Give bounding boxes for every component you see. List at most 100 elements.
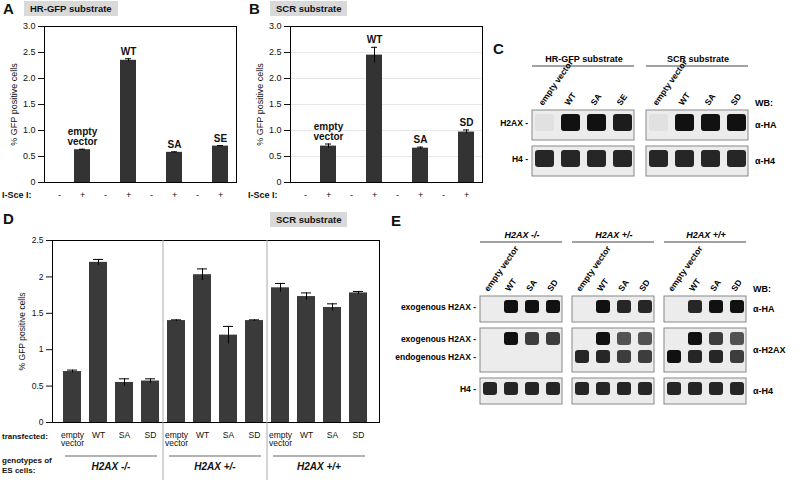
svg-text:+: + [464, 190, 469, 200]
svg-text:empty vector: empty vector [482, 244, 521, 294]
svg-text:WT: WT [121, 46, 137, 57]
svg-text:-: - [196, 190, 199, 200]
svg-text:emptyvector: emptyvector [313, 121, 343, 142]
svg-text:3.0: 3.0 [23, 21, 36, 31]
svg-text:2.0: 2.0 [269, 73, 282, 83]
svg-text:WT: WT [676, 90, 692, 107]
svg-text:+: + [80, 190, 85, 200]
svg-text:WB:: WB: [755, 98, 773, 108]
svg-text:WT: WT [92, 430, 105, 440]
svg-text:-: - [442, 190, 445, 200]
svg-text:SD: SD [460, 117, 474, 128]
svg-text:1.5: 1.5 [32, 308, 44, 318]
svg-text:SD: SD [545, 278, 560, 293]
svg-text:SCR substrate: SCR substrate [667, 54, 729, 64]
svg-text:endogenous H2AX -: endogenous H2AX - [395, 352, 476, 362]
svg-text:-: - [304, 190, 307, 200]
svg-text:1.0: 1.0 [23, 125, 36, 135]
svg-text:0: 0 [30, 177, 35, 187]
svg-text:H2AX -/-: H2AX -/- [92, 461, 132, 472]
svg-text:SA: SA [119, 430, 131, 440]
svg-text:α-H4: α-H4 [753, 386, 773, 396]
svg-text:+: + [172, 190, 177, 200]
svg-text:H2AX +/-: H2AX +/- [595, 230, 632, 240]
svg-text:1.5: 1.5 [269, 99, 282, 109]
svg-text:SD: SD [145, 430, 157, 440]
svg-text:WT: WT [595, 276, 611, 293]
svg-text:2.5: 2.5 [269, 47, 282, 57]
svg-text:2.5: 2.5 [23, 47, 36, 57]
svg-text:α-H2AX: α-H2AX [753, 345, 786, 355]
svg-text:H2AX -/-: H2AX -/- [504, 230, 539, 240]
svg-text:+: + [372, 190, 377, 200]
svg-text:0.5: 0.5 [32, 381, 44, 391]
svg-text:WT: WT [503, 276, 519, 293]
svg-text:empty vector: empty vector [650, 58, 689, 108]
svg-text:empty vector: empty vector [536, 58, 575, 108]
svg-text:-: - [350, 190, 353, 200]
svg-text:WT: WT [300, 430, 313, 440]
svg-text:% GFP positive cells: % GFP positive cells [9, 63, 19, 146]
svg-text:1: 1 [39, 344, 44, 354]
svg-text:H2AX +/+: H2AX +/+ [297, 461, 341, 472]
svg-text:SD: SD [249, 430, 261, 440]
svg-text:0: 0 [276, 177, 281, 187]
svg-text:emptyvector: emptyvector [165, 430, 189, 449]
svg-text:α-HA: α-HA [755, 120, 777, 130]
svg-text:α-H4: α-H4 [755, 156, 775, 166]
svg-text:+: + [418, 190, 423, 200]
svg-text:2.0: 2.0 [23, 73, 36, 83]
svg-text:H2AX +/+: H2AX +/+ [686, 230, 726, 240]
svg-text:WT: WT [367, 34, 383, 45]
svg-text:WT: WT [562, 90, 578, 107]
svg-text:HR-GFP substrate: HR-GFP substrate [545, 54, 622, 64]
svg-text:emptyvector: emptyvector [269, 430, 293, 449]
svg-text:0.5: 0.5 [269, 151, 282, 161]
svg-text:SA: SA [168, 139, 182, 150]
svg-text:SE: SE [614, 92, 629, 107]
svg-text:-: - [58, 190, 61, 200]
svg-text:SE: SE [214, 133, 228, 144]
svg-text:2.5: 2.5 [32, 235, 44, 245]
svg-text:H2AX +/-: H2AX +/- [194, 461, 236, 472]
svg-text:H4 -: H4 - [512, 154, 528, 164]
svg-text:SA: SA [414, 134, 428, 145]
svg-text:α-HA: α-HA [753, 304, 775, 314]
svg-text:1.0: 1.0 [269, 125, 282, 135]
svg-text:SD: SD [728, 92, 743, 107]
svg-text:emptyvector: emptyvector [61, 430, 85, 449]
svg-text:SD: SD [637, 278, 652, 293]
svg-text:-: - [396, 190, 399, 200]
svg-text:+: + [326, 190, 331, 200]
svg-text:SA: SA [223, 430, 235, 440]
svg-text:3.0: 3.0 [269, 21, 282, 31]
svg-text:+: + [218, 190, 223, 200]
svg-text:empty vector: empty vector [666, 244, 705, 294]
svg-text:SA: SA [616, 278, 631, 293]
svg-text:WT: WT [196, 430, 209, 440]
svg-text:SD: SD [353, 430, 365, 440]
svg-text:1.5: 1.5 [23, 99, 36, 109]
svg-text:SA: SA [327, 430, 339, 440]
svg-text:H4 -: H4 - [460, 384, 476, 394]
svg-text:0: 0 [39, 417, 44, 427]
svg-text:% GFP positive cells: % GFP positive cells [255, 63, 265, 146]
svg-text:SA: SA [702, 92, 717, 107]
svg-text:exogenous H2AX -: exogenous H2AX - [401, 334, 476, 344]
svg-text:-: - [150, 190, 153, 200]
svg-text:-: - [104, 190, 107, 200]
svg-text:empty vector: empty vector [574, 244, 613, 294]
svg-text:exogenous H2AX -: exogenous H2AX - [401, 302, 476, 312]
svg-text:H2AX -: H2AX - [500, 118, 528, 128]
svg-text:SA: SA [588, 92, 603, 107]
svg-text:% GFP positive cells: % GFP positive cells [17, 293, 27, 371]
svg-text:SD: SD [729, 278, 744, 293]
svg-text:WB:: WB: [753, 284, 771, 294]
svg-text:emptyvector: emptyvector [67, 126, 97, 147]
svg-text:+: + [126, 190, 131, 200]
svg-text:WT: WT [687, 276, 703, 293]
svg-text:2: 2 [39, 272, 44, 282]
svg-text:SA: SA [524, 278, 539, 293]
svg-text:SA: SA [708, 278, 723, 293]
svg-text:0.5: 0.5 [23, 151, 36, 161]
